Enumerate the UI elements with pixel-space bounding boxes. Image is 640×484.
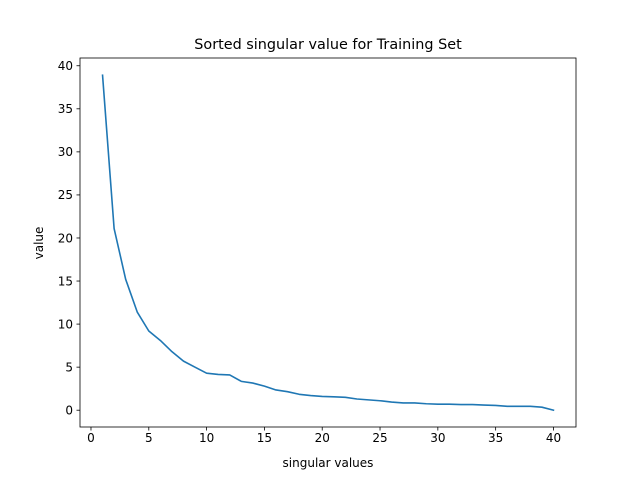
- y-tick-label: 10: [58, 317, 73, 331]
- series-layer: [101, 74, 555, 412]
- y-tick-label: 15: [58, 274, 73, 288]
- x-tick-label: 30: [430, 431, 445, 445]
- x-tick-label: 35: [488, 431, 503, 445]
- y-tick-label: 40: [58, 59, 73, 73]
- y-tick-label: 35: [58, 102, 73, 116]
- y-tick-label: 0: [65, 404, 73, 418]
- y-tick-label: 25: [58, 188, 73, 202]
- y-tick-label: 5: [65, 360, 73, 374]
- x-tick-label: 0: [87, 431, 95, 445]
- plot-area-frame: [79, 57, 577, 428]
- x-tick-label: 10: [199, 431, 214, 445]
- chart-title: Sorted singular value for Training Set: [194, 37, 462, 53]
- x-tick-label: 5: [145, 431, 153, 445]
- x-tick-label: 25: [372, 431, 387, 445]
- y-axis-ticks: 0 5 10 15 20 25 30 35 40: [58, 59, 80, 418]
- series-line: [101, 74, 555, 412]
- y-tick-label: 20: [58, 231, 73, 245]
- x-tick-label: 20: [315, 431, 330, 445]
- y-tick-label: 30: [58, 145, 73, 159]
- x-axis-ticks: 0 5 10 15 20 25 30 35 40: [87, 427, 561, 445]
- x-axis-label: singular values: [283, 456, 374, 470]
- y-axis-label: value: [32, 227, 46, 260]
- x-tick-label: 40: [546, 431, 561, 445]
- x-tick-label: 15: [257, 431, 272, 445]
